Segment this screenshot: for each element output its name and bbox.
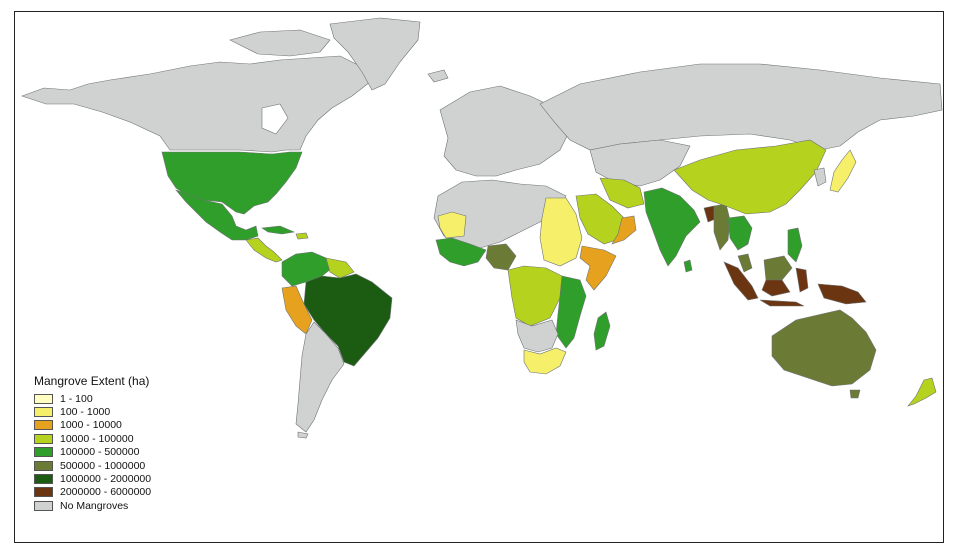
region-canada-hudson [261, 103, 289, 135]
region-mexico [175, 189, 259, 241]
legend-label: 1000000 - 2000000 [60, 473, 152, 486]
legend-label: 100 - 1000 [60, 406, 111, 419]
region-south-africa [523, 347, 567, 375]
region-myanmar [713, 203, 731, 251]
region-png [817, 283, 867, 305]
region-korea [813, 167, 827, 187]
region-philippines [787, 227, 803, 263]
region-antarctic-tip [297, 431, 309, 439]
legend-item: 500000 - 1000000 [34, 459, 184, 472]
region-iceland [427, 69, 449, 83]
region-southern-africa [515, 319, 559, 353]
region-cuba [261, 225, 296, 235]
region-east-africa [555, 275, 587, 349]
region-sri-lanka [683, 259, 693, 273]
legend-item: 1000000 - 2000000 [34, 472, 184, 485]
legend-swatch [34, 474, 53, 485]
map-legend: Mangrove Extent (ha) 1 - 100 100 - 1000 10… [34, 374, 184, 513]
region-russia [539, 63, 943, 151]
legend-label: 100000 - 500000 [60, 446, 140, 459]
legend-swatch [34, 407, 53, 418]
legend-swatch [34, 393, 53, 404]
legend-swatch [34, 447, 53, 458]
legend-item: 100 - 1000 [34, 405, 184, 418]
legend-item: 1 - 100 [34, 392, 184, 405]
region-colombia-venezuela [281, 251, 333, 287]
region-malaysia [737, 253, 753, 273]
legend-item: No Mangroves [34, 499, 184, 512]
region-brazil [303, 273, 393, 367]
region-iran [599, 177, 645, 209]
region-west-africa [435, 237, 487, 267]
region-se-asia [727, 215, 753, 251]
region-australia [771, 309, 877, 387]
region-mauritania [437, 211, 467, 239]
region-indonesia-borneo [763, 255, 793, 281]
region-hispaniola [295, 232, 309, 240]
legend-label: 10000 - 100000 [60, 432, 134, 445]
legend-swatch [34, 420, 53, 431]
legend-label: 1000 - 10000 [60, 419, 122, 432]
legend-label: 1 - 100 [60, 392, 93, 405]
region-madagascar [593, 311, 611, 351]
legend-swatch [34, 500, 53, 511]
region-egypt-sudan [539, 197, 583, 267]
region-indonesia-java [759, 299, 805, 307]
region-central-america [245, 237, 283, 263]
region-tasmania [849, 389, 861, 399]
legend-items: 1 - 100 100 - 1000 1000 - 10000 10000 - 100… [34, 392, 184, 513]
region-indonesia-borneo-south [761, 279, 791, 297]
region-new-zealand [907, 377, 937, 407]
region-china [673, 139, 827, 215]
region-canada [21, 55, 371, 153]
region-usa [161, 151, 303, 215]
region-nigeria [485, 243, 517, 271]
legend-swatch [34, 460, 53, 471]
legend-item: 10000 - 100000 [34, 432, 184, 445]
region-indonesia-sumatra [723, 261, 759, 301]
legend-swatch [34, 487, 53, 498]
legend-title: Mangrove Extent (ha) [34, 374, 150, 388]
legend-item: 100000 - 500000 [34, 446, 184, 459]
region-japan [829, 149, 857, 193]
region-south-cone [295, 321, 345, 433]
region-peru [281, 285, 313, 335]
region-europe [439, 85, 571, 177]
region-indonesia-sulawesi [795, 267, 809, 293]
legend-label: 2000000 - 6000000 [60, 486, 152, 499]
legend-swatch [34, 433, 53, 444]
region-oman-yemen [611, 215, 637, 245]
legend-label: 500000 - 1000000 [60, 459, 146, 472]
region-guianas [325, 257, 355, 279]
region-greenland [329, 17, 421, 91]
legend-label: No Mangroves [60, 499, 129, 512]
region-arctic-islands [229, 29, 331, 57]
legend-item: 1000 - 10000 [34, 419, 184, 432]
region-central-asia [589, 139, 691, 187]
legend-item: 2000000 - 6000000 [34, 486, 184, 499]
region-india [643, 187, 701, 267]
region-somalia [579, 245, 617, 291]
region-central-africa [507, 265, 563, 327]
